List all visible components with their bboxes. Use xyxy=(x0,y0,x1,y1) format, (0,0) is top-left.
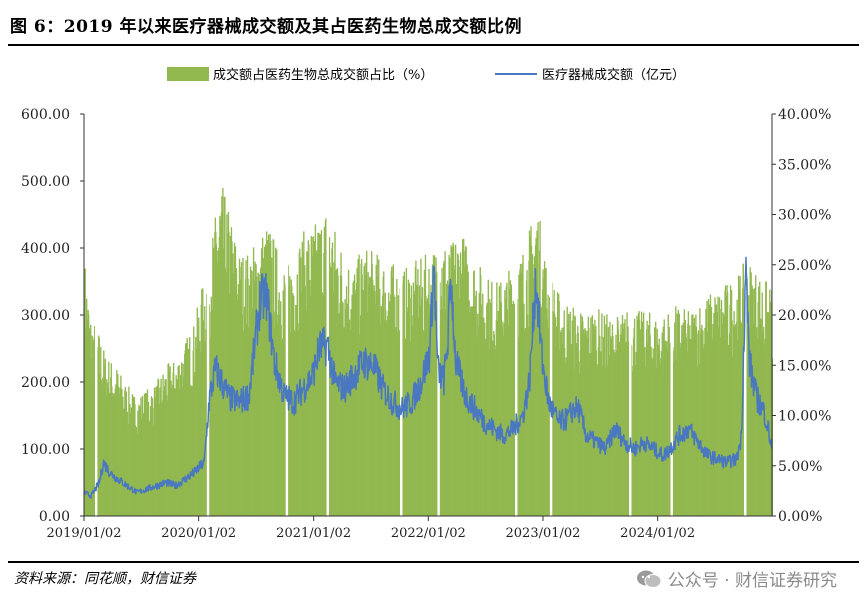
holiday-gap xyxy=(437,114,440,516)
y-right-tick-label: 5.00% xyxy=(778,459,822,475)
x-tick-label: 2019/01/02 xyxy=(47,526,122,541)
y-right-tick-label: 0.00% xyxy=(778,509,822,525)
legend-label-line: 医疗器械成交额（亿元） xyxy=(542,67,685,83)
y-right-tick-label: 15.00% xyxy=(778,358,831,374)
x-tick-label: 2022/01/02 xyxy=(391,526,466,541)
holiday-gap xyxy=(326,114,329,516)
y-right-tick-label: 10.00% xyxy=(778,409,831,425)
y-right-tick-label: 25.00% xyxy=(778,258,831,274)
x-tick-label: 2023/01/02 xyxy=(506,526,581,541)
x-tick-label: 2020/01/02 xyxy=(161,526,236,541)
holiday-gap xyxy=(95,114,98,516)
holiday-gap xyxy=(629,114,632,516)
y-left-tick-label: 600.00 xyxy=(21,107,70,123)
holiday-gap xyxy=(400,114,403,516)
holiday-gap xyxy=(206,114,210,516)
y-left-tick-label: 500.00 xyxy=(21,174,70,190)
y-right-tick-label: 30.00% xyxy=(778,208,831,224)
chart-axes: 0.00 100.00 200.00 300.00 400.00 500.00 600.00… xyxy=(21,107,831,541)
holiday-gap xyxy=(285,114,289,516)
title-divider xyxy=(8,44,859,46)
y-left-tick-label: 300.00 xyxy=(21,308,70,324)
page-title: 图 6：2019 年以来医疗器械成交额及其占医药生物总成交额比例 xyxy=(10,17,522,37)
line-series xyxy=(83,256,773,499)
wechat-icon xyxy=(636,570,662,588)
y-right-tick-label: 20.00% xyxy=(778,308,831,324)
holiday-gap xyxy=(515,114,518,516)
y-left-tick-label: 100.00 xyxy=(21,442,70,458)
watermark-text: 公众号 · 财信证券研究 xyxy=(667,571,837,591)
y-right-tick-label: 35.00% xyxy=(778,157,831,173)
holiday-gap xyxy=(670,114,673,516)
y-left-tick-label: 200.00 xyxy=(21,375,70,391)
holiday-gap xyxy=(549,114,553,516)
legend-swatch-bar xyxy=(167,67,209,81)
x-tick-label: 2021/01/02 xyxy=(276,526,351,541)
footer-divider xyxy=(8,561,859,563)
legend-label-bar: 成交额占医药生物总成交额占比（%） xyxy=(213,67,433,83)
chart-legend: 成交额占医药生物总成交额占比（%） 医疗器械成交额（亿元） xyxy=(167,67,685,83)
y-right-tick-label: 40.00% xyxy=(778,107,831,123)
x-tick-label: 2024/01/02 xyxy=(620,526,695,541)
combo-chart: 成交额占医药生物总成交额占比（%） 医疗器械成交额（亿元） 0.00 100.00… xyxy=(21,67,831,541)
bar-series xyxy=(84,114,773,517)
y-left-tick-label: 400.00 xyxy=(21,241,70,257)
watermark: 公众号 · 财信证券研究 xyxy=(636,566,837,591)
source-note: 资料来源：同花顺，财信证券 xyxy=(14,571,196,587)
y-left-tick-label: 0.00 xyxy=(39,509,70,525)
